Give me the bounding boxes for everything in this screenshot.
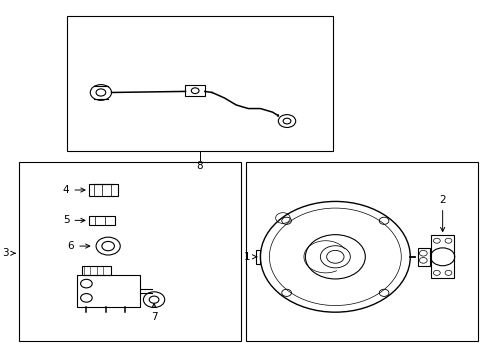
- Bar: [185, 85, 204, 96]
- Bar: [245, 162, 477, 341]
- Text: 8: 8: [196, 161, 203, 171]
- Text: 7: 7: [150, 303, 157, 322]
- Bar: [77, 275, 139, 307]
- Text: 4: 4: [63, 185, 85, 195]
- Bar: [67, 16, 332, 152]
- Text: 5: 5: [63, 215, 85, 225]
- Text: 2: 2: [438, 195, 445, 231]
- Text: 6: 6: [67, 241, 90, 251]
- Text: 1: 1: [244, 252, 256, 262]
- Bar: [89, 184, 118, 196]
- Bar: [255, 249, 260, 264]
- Bar: [417, 248, 429, 266]
- Bar: [89, 216, 115, 225]
- Text: 3: 3: [2, 248, 15, 258]
- Bar: [430, 235, 453, 278]
- Bar: [81, 266, 110, 275]
- Bar: [19, 162, 241, 341]
